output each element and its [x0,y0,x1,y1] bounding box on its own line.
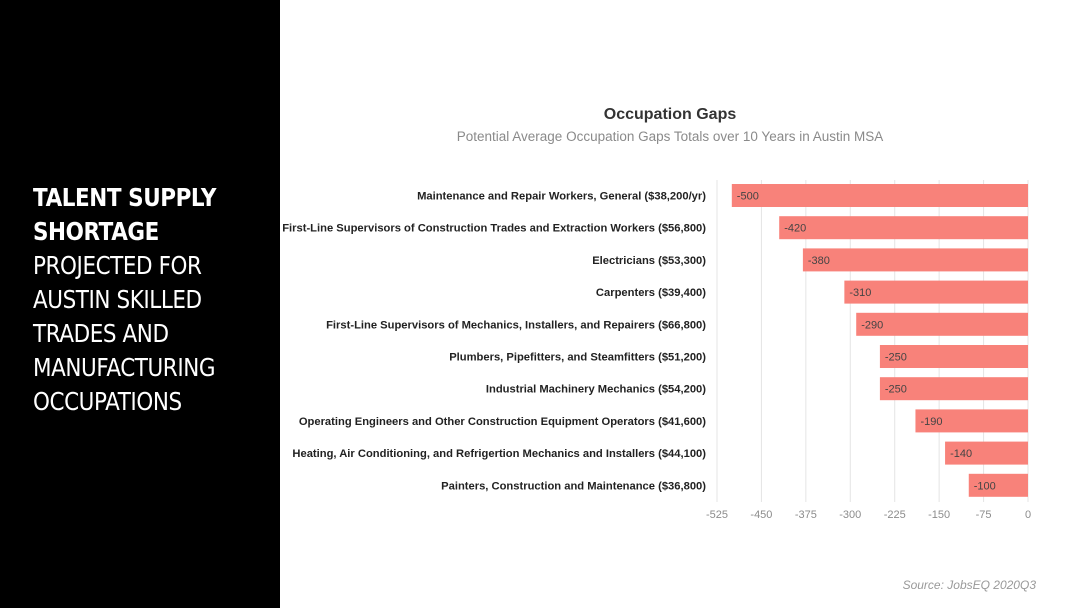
data-label: -500 [737,191,759,203]
x-tick-label: -450 [750,509,772,521]
x-tick-label: -300 [839,509,861,521]
bar [879,345,1028,368]
category-label: Heating, Air Conditioning, and Refrigert… [292,448,706,460]
bar [945,441,1028,465]
bar [856,312,1028,336]
x-tick-label: -225 [884,509,906,521]
category-label: Plumbers, Pipefitters, and Steamfitters … [449,352,706,364]
chart-title: Occupation Gaps [603,106,737,123]
chart-subtitle: Potential Average Occupation Gaps Totals… [456,129,884,144]
x-tick-label: 0 [1025,509,1031,521]
data-label: -420 [784,223,806,235]
source-note: Source: JobsEQ 2020Q3 [902,578,1036,592]
category-label: Operating Engineers and Other Constructi… [299,416,706,428]
data-label: -250 [885,352,907,364]
category-label: Painters, Construction and Maintenance (… [441,480,706,492]
category-label: First-Line Supervisors of Construction T… [282,223,706,235]
sidebar-panel: TALENT SUPPLY SHORTAGE PROJECTED FOR AUS… [0,0,280,608]
slide-title: TALENT SUPPLY SHORTAGE PROJECTED FOR AUS… [33,181,239,419]
slide-title-line: OCCUPATIONS [33,387,182,416]
category-label: Carpenters ($39,400) [596,287,706,299]
category-label: Maintenance and Repair Workers, General … [417,191,706,203]
category-label: Electricians ($53,300) [592,255,706,267]
data-label: -380 [808,255,830,267]
x-tick-label: -150 [928,509,950,521]
data-label: -140 [950,448,972,460]
slide-title-line: PROJECTED FOR [33,251,202,280]
slide-title-line: AUSTIN SKILLED [33,285,202,314]
category-label: First-Line Supervisors of Mechanics, Ins… [326,319,706,331]
bar [844,280,1028,304]
data-label: -190 [920,416,942,428]
category-label: Industrial Machinery Mechanics ($54,200) [486,384,706,396]
slide-title-line: TRADES AND [33,319,169,348]
x-tick-label: -75 [976,509,992,521]
data-label: -310 [849,287,871,299]
slide-title-line: MANUFACTURING [33,353,216,382]
bar [879,377,1028,401]
bar [802,248,1028,272]
slide-title-line: TALENT SUPPLY [33,183,216,212]
x-tick-label: -525 [706,509,728,521]
slide-title-line: SHORTAGE [33,217,159,246]
bar [731,184,1028,207]
bar [968,473,1028,497]
x-tick-label: -375 [795,509,817,521]
bar [915,409,1028,433]
bar [779,216,1028,240]
data-label: -100 [974,480,996,492]
data-label: -250 [885,384,907,396]
data-label: -290 [861,319,883,331]
